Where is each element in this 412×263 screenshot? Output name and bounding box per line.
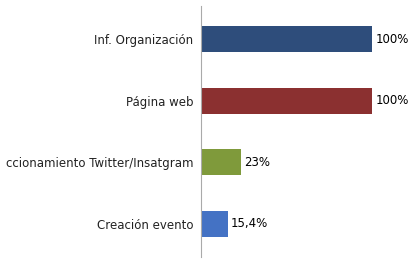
Text: 100%: 100% (376, 33, 409, 46)
Text: 15,4%: 15,4% (231, 217, 268, 230)
Bar (201, 149, 241, 175)
Text: 23%: 23% (244, 156, 270, 169)
Text: 100%: 100% (376, 94, 409, 107)
Bar (201, 211, 228, 236)
Bar (201, 88, 372, 114)
Bar (201, 27, 372, 52)
